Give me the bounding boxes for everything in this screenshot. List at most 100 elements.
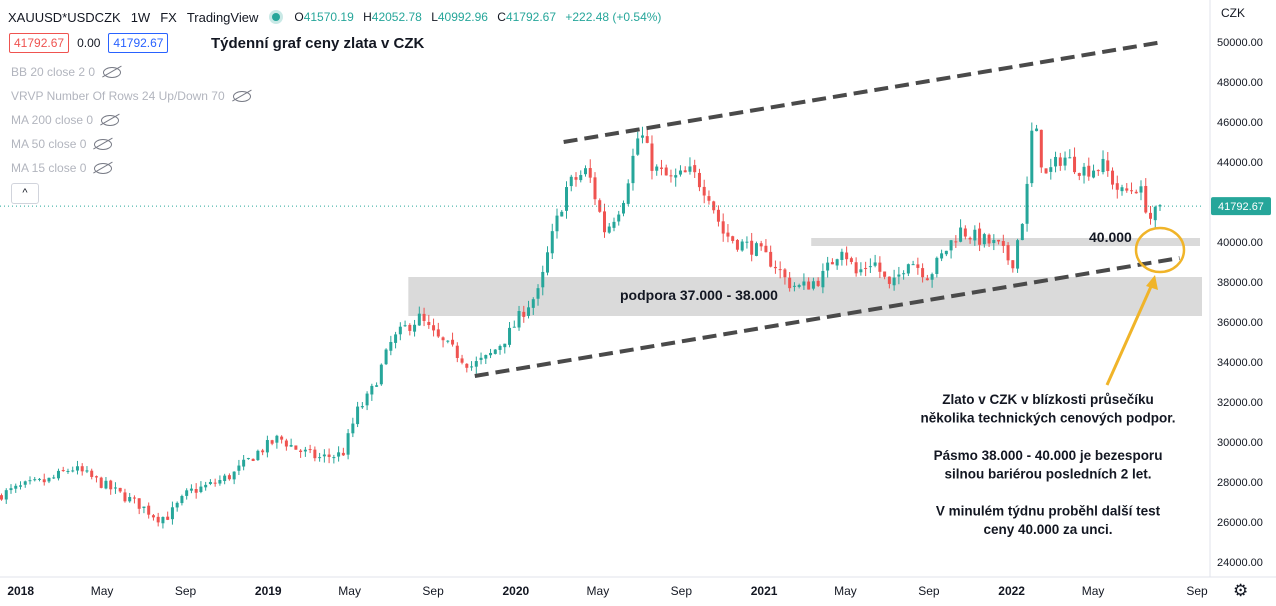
candle-body bbox=[71, 470, 75, 472]
candle bbox=[621, 200, 625, 217]
open-label: O bbox=[294, 10, 304, 24]
price-tick-label: 32000.00 bbox=[1217, 397, 1263, 409]
candle-body bbox=[346, 433, 350, 455]
candle bbox=[683, 166, 687, 173]
time-tick-label: 2018 bbox=[7, 584, 34, 598]
trendline-lower bbox=[474, 256, 1180, 378]
buy-button[interactable]: 41792.67 bbox=[108, 33, 169, 53]
candle-body bbox=[788, 277, 792, 289]
candle-body bbox=[982, 234, 986, 245]
candle-body bbox=[223, 475, 227, 481]
candle-body bbox=[925, 278, 929, 281]
candle bbox=[830, 258, 834, 265]
candle bbox=[379, 363, 383, 386]
overlay-layer: podpora 37.000 - 38.000 40.000 Zlato v CZK… bbox=[0, 40, 1202, 537]
candle bbox=[835, 258, 839, 270]
candle bbox=[892, 269, 896, 291]
candle-body bbox=[683, 170, 687, 173]
candle-body bbox=[574, 177, 578, 180]
candle-body bbox=[716, 209, 720, 222]
candle-body bbox=[697, 172, 701, 188]
indicator-label: MA 15 close 0 bbox=[11, 161, 87, 175]
candle-body bbox=[109, 480, 113, 490]
candle bbox=[925, 274, 929, 281]
time-tick-label: 2021 bbox=[751, 584, 778, 598]
candle bbox=[968, 236, 972, 244]
candle-body bbox=[968, 237, 972, 240]
candle-body bbox=[232, 471, 236, 480]
source-label: TradingView bbox=[186, 9, 259, 25]
candle-body bbox=[1001, 241, 1005, 246]
interval-label[interactable]: 1W bbox=[130, 9, 151, 25]
candle bbox=[1111, 167, 1115, 190]
candle bbox=[802, 273, 806, 290]
candle bbox=[754, 241, 758, 257]
candle bbox=[189, 484, 193, 494]
candle-body bbox=[678, 170, 682, 175]
candle-body bbox=[546, 252, 550, 273]
candle-body bbox=[531, 299, 535, 308]
candle-body bbox=[816, 280, 820, 286]
candle-body bbox=[47, 477, 51, 482]
candle bbox=[299, 449, 303, 458]
level-40000-zone bbox=[811, 238, 1200, 246]
candle-body bbox=[85, 470, 89, 472]
candle bbox=[1120, 184, 1124, 196]
candle-body bbox=[878, 262, 882, 272]
candle-body bbox=[1120, 187, 1124, 192]
sell-button[interactable]: 41792.67 bbox=[9, 33, 70, 53]
candle bbox=[1035, 124, 1039, 132]
candle-body bbox=[541, 271, 545, 288]
candle-body bbox=[707, 196, 711, 201]
candle bbox=[973, 225, 977, 246]
candle bbox=[166, 511, 170, 521]
note-line: Zlato v CZK v blízkosti průsečíku bbox=[942, 392, 1154, 407]
candle-body bbox=[52, 477, 56, 479]
note-line: ceny 40.000 za unci. bbox=[983, 522, 1112, 537]
note-line: Pásmo 38.000 - 40.000 je bezesporu bbox=[934, 448, 1163, 463]
candle-body bbox=[887, 276, 891, 284]
candle-body bbox=[897, 274, 901, 277]
candle-body bbox=[873, 262, 877, 266]
gear-icon[interactable]: ⚙ bbox=[1233, 581, 1249, 600]
candle-body bbox=[237, 465, 241, 471]
candle-body bbox=[289, 445, 293, 447]
candle bbox=[303, 446, 307, 457]
symbol-name[interactable]: XAUUSD*USDCZK bbox=[8, 9, 121, 25]
candle bbox=[332, 454, 336, 464]
candle-body bbox=[384, 349, 388, 365]
candle-body bbox=[645, 136, 649, 143]
candle bbox=[1149, 205, 1153, 225]
candle bbox=[280, 435, 284, 444]
indicator-ma200[interactable]: MA 200 close 0 bbox=[11, 113, 120, 127]
candle-body bbox=[906, 264, 910, 274]
candle bbox=[474, 356, 478, 374]
hidden-eye-icon[interactable] bbox=[94, 138, 113, 150]
hidden-eye-icon[interactable] bbox=[94, 162, 113, 174]
indicator-bb[interactable]: BB 20 close 2 0 bbox=[11, 65, 122, 79]
candle bbox=[204, 481, 208, 491]
candle-body bbox=[66, 470, 70, 472]
candle bbox=[1054, 151, 1058, 173]
candle bbox=[726, 224, 730, 243]
hidden-eye-icon[interactable] bbox=[101, 114, 120, 126]
time-tick-label: May bbox=[587, 584, 610, 598]
candle-body bbox=[375, 385, 379, 387]
indicator-vrvp[interactable]: VRVP Number Of Rows 24 Up/Down 70 bbox=[11, 89, 251, 103]
candle bbox=[42, 473, 46, 486]
indicator-ma50[interactable]: MA 50 close 0 bbox=[11, 137, 113, 151]
candle-body bbox=[807, 281, 811, 290]
candle bbox=[978, 222, 982, 252]
candle bbox=[816, 277, 820, 288]
candle-body bbox=[218, 480, 222, 484]
indicator-ma15[interactable]: MA 15 close 0 bbox=[11, 161, 113, 175]
hidden-eye-icon[interactable] bbox=[103, 66, 122, 78]
candle bbox=[351, 417, 355, 438]
candle-body bbox=[1130, 190, 1134, 192]
candle-body bbox=[56, 470, 60, 479]
candle-body bbox=[194, 489, 198, 493]
collapse-indicators-button[interactable]: ^ bbox=[11, 183, 39, 204]
hidden-eye-icon[interactable] bbox=[232, 90, 251, 102]
candle bbox=[612, 217, 616, 232]
